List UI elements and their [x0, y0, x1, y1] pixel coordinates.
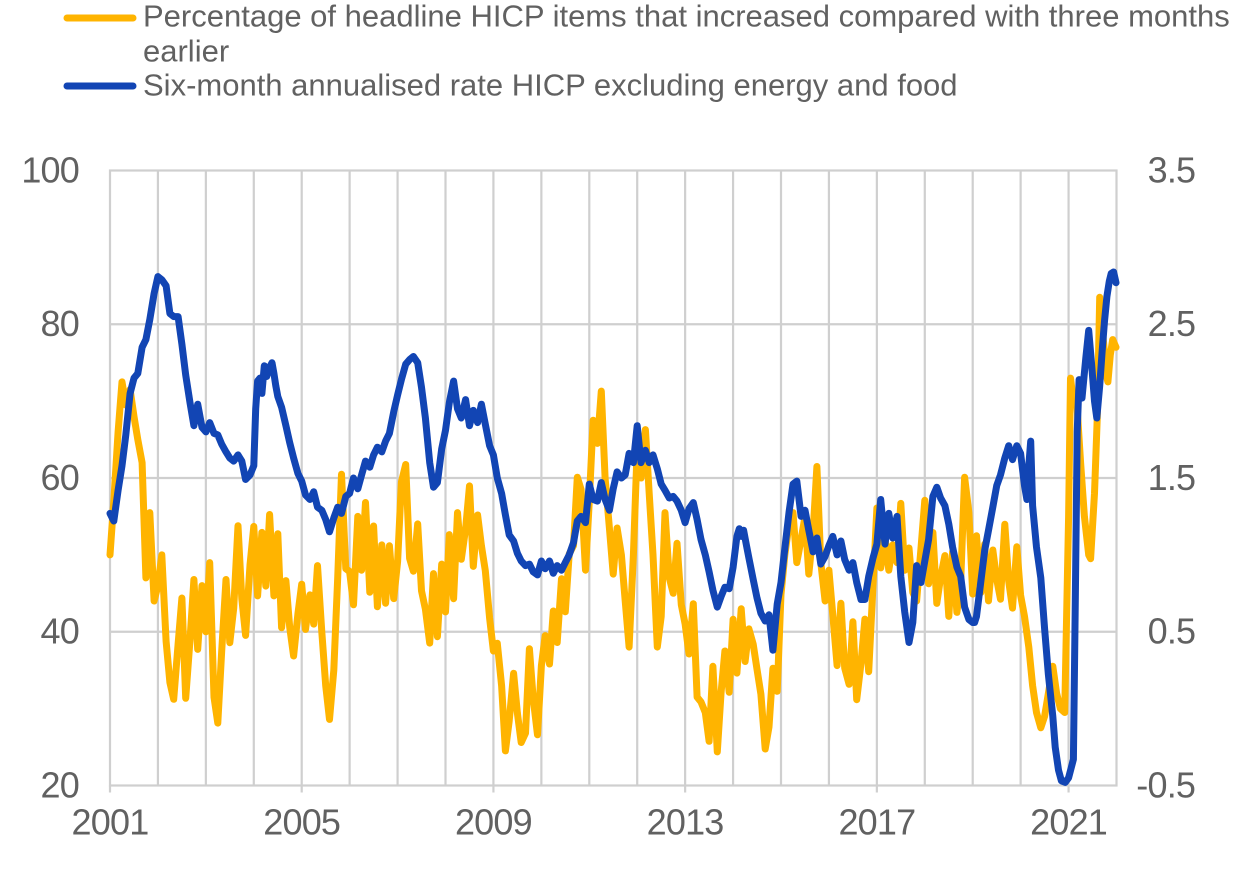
svg-text:Percentage of headline HICP it: Percentage of headline HICP items that i…	[143, 0, 1230, 34]
svg-text:Six-month annualised rate HICP: Six-month annualised rate HICP excluding…	[143, 68, 958, 103]
svg-text:2017: 2017	[838, 802, 915, 843]
svg-text:earlier: earlier	[143, 34, 229, 69]
svg-text:100: 100	[21, 149, 79, 190]
svg-text:3.5: 3.5	[1148, 149, 1196, 190]
svg-text:1.5: 1.5	[1148, 457, 1196, 498]
svg-text:0.5: 0.5	[1148, 611, 1196, 652]
svg-text:2009: 2009	[455, 802, 532, 843]
svg-text:2021: 2021	[1030, 802, 1107, 843]
svg-text:80: 80	[41, 303, 79, 344]
svg-text:40: 40	[41, 611, 79, 652]
svg-text:2005: 2005	[263, 802, 340, 843]
svg-text:-0.5: -0.5	[1136, 764, 1195, 805]
svg-text:2.5: 2.5	[1148, 303, 1196, 344]
svg-text:60: 60	[41, 457, 79, 498]
svg-text:2001: 2001	[72, 802, 149, 843]
svg-text:2013: 2013	[647, 802, 724, 843]
svg-text:20: 20	[41, 764, 79, 805]
